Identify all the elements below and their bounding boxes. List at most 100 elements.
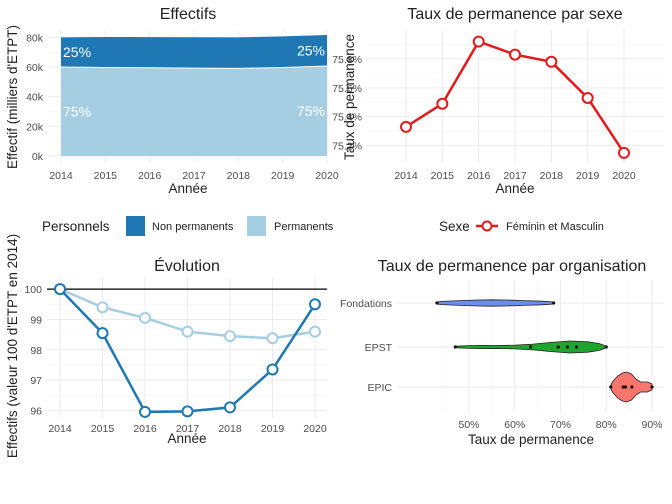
y-tick-label: 99 bbox=[30, 314, 42, 326]
area-share-label: 25% bbox=[297, 43, 325, 59]
violin-point bbox=[630, 385, 634, 389]
sexe-point bbox=[618, 146, 630, 159]
x-tick-label: 2020 bbox=[315, 170, 339, 182]
x-tick-label: 2019 bbox=[261, 423, 285, 435]
effectifs-title: Effectifs bbox=[160, 6, 217, 23]
sexe-panel: Taux de permanence par sexe 75.2% 75.4% 75.… bbox=[332, 6, 664, 234]
y-tick-label: EPIC bbox=[367, 382, 392, 394]
y-tick-label: 40k bbox=[26, 92, 44, 104]
evolution-panel: Évolution 96 97 98 99 100 2014 2015 2016 2017 2018… bbox=[5, 234, 327, 458]
x-tick-label: 2016 bbox=[467, 170, 491, 182]
violin-point bbox=[529, 345, 533, 349]
area-non-permanents bbox=[61, 35, 327, 69]
evolution-point bbox=[309, 325, 321, 338]
y-tick-label: 98 bbox=[30, 345, 42, 357]
legend-key-point bbox=[481, 220, 493, 232]
x-axis-title: Année bbox=[168, 181, 207, 196]
violin-point bbox=[574, 345, 579, 349]
legend-swatch-non-permanents bbox=[126, 216, 145, 236]
y-tick-label: 20k bbox=[26, 121, 44, 133]
x-tick-label: 80% bbox=[596, 419, 617, 431]
sexe-point bbox=[436, 97, 449, 110]
x-tick-label: 2020 bbox=[303, 423, 327, 435]
evolution-point bbox=[54, 283, 66, 296]
violin-panel: Taux de permanence par organisation Fonda… bbox=[340, 258, 664, 447]
x-tick-label: 2019 bbox=[271, 170, 295, 182]
y-tick-label: 75.6% bbox=[332, 83, 362, 95]
y-tick-label: 75.8% bbox=[332, 54, 362, 66]
violin-point bbox=[621, 385, 625, 389]
x-tick-label: 2014 bbox=[394, 170, 418, 182]
legend-label-sexe: Féminin et Masculin bbox=[506, 221, 604, 233]
x-tick-label: 2014 bbox=[48, 423, 72, 435]
x-tick-label: 2017 bbox=[503, 170, 527, 182]
y-tick-label: EPST bbox=[365, 342, 393, 354]
x-tick-label: 2015 bbox=[94, 170, 118, 182]
violin-point bbox=[623, 385, 628, 389]
area-share-label: 25% bbox=[63, 44, 91, 60]
evolution-point bbox=[266, 332, 279, 345]
evolution-point bbox=[266, 363, 279, 376]
x-tick-label: 2018 bbox=[540, 170, 564, 182]
evolution-point bbox=[96, 327, 109, 340]
evolution-point bbox=[96, 301, 109, 314]
x-tick-label: 2018 bbox=[218, 423, 242, 435]
evolution-point bbox=[181, 405, 194, 418]
area-boundary-line bbox=[60, 65, 328, 69]
x-tick-label: 2015 bbox=[431, 170, 455, 182]
legend-label-non-permanents: Non permanents bbox=[152, 221, 234, 233]
area-share-label: 75% bbox=[297, 103, 325, 119]
x-tick-label: 2018 bbox=[227, 170, 251, 182]
sexe-point bbox=[400, 120, 412, 133]
evolution-title: Évolution bbox=[154, 256, 220, 275]
y-tick-label: 100 bbox=[24, 284, 42, 296]
evolution-point bbox=[139, 405, 151, 418]
legend-title: Personnels bbox=[42, 219, 110, 234]
sexe-point bbox=[581, 91, 594, 104]
x-axis-title: Année bbox=[167, 431, 206, 446]
y-tick-label: Fondations bbox=[340, 298, 392, 310]
x-tick-label: 70% bbox=[550, 419, 571, 431]
x-axis-title: Année bbox=[495, 181, 534, 196]
evolution-point bbox=[309, 298, 321, 311]
violin-point bbox=[453, 345, 457, 349]
evolution-point bbox=[224, 330, 236, 343]
x-tick-label: 2015 bbox=[91, 423, 115, 435]
y-tick-label: 75.4% bbox=[332, 112, 362, 124]
violin-point bbox=[556, 345, 560, 349]
legend-personnels: Personnels Non permanents Permanents bbox=[42, 216, 334, 236]
x-tick-label: 2016 bbox=[138, 170, 162, 182]
x-tick-label: 90% bbox=[641, 419, 662, 431]
x-tick-label: 2020 bbox=[612, 170, 636, 182]
y-tick-label: 96 bbox=[30, 405, 42, 417]
x-tick-label: 2016 bbox=[133, 423, 157, 435]
y-tick-label: 60k bbox=[26, 62, 44, 74]
evolution-point bbox=[139, 311, 151, 324]
x-axis-title: Taux de permanence bbox=[468, 432, 594, 447]
legend-label-permanents: Permanents bbox=[274, 221, 334, 233]
violin-point bbox=[552, 301, 556, 305]
sexe-point bbox=[545, 55, 558, 68]
y-axis-title: Effectifs (valeur 100 d'ETPT en 2014) bbox=[5, 234, 20, 458]
violin-point bbox=[565, 345, 569, 349]
legend-swatch-permanents bbox=[247, 216, 266, 236]
y-tick-label: 75.2% bbox=[332, 141, 362, 153]
violin-point bbox=[609, 385, 613, 389]
effectifs-panel: Effectifs 25% 25% 75% 75% 0k 20k 40k 60k 80k 2014 2… bbox=[5, 6, 339, 236]
violin-point bbox=[435, 301, 439, 305]
y-tick-label: 0k bbox=[32, 151, 44, 163]
y-axis-title: Effectif (milliers d'ETPT) bbox=[5, 25, 20, 169]
y-tick-label: 80k bbox=[26, 32, 44, 44]
y-tick-label: 97 bbox=[30, 375, 42, 387]
area-share-label: 75% bbox=[63, 104, 91, 120]
x-tick-label: 2014 bbox=[49, 170, 73, 182]
x-tick-label: 50% bbox=[458, 419, 479, 431]
sexe-point bbox=[509, 48, 521, 61]
sexe-title: Taux de permanence par sexe bbox=[407, 6, 622, 23]
violin-fondations bbox=[436, 299, 555, 307]
evolution-point bbox=[181, 325, 194, 338]
x-tick-label: 60% bbox=[504, 419, 525, 431]
evolution-point bbox=[224, 401, 236, 414]
x-tick-label: 2017 bbox=[182, 170, 206, 182]
